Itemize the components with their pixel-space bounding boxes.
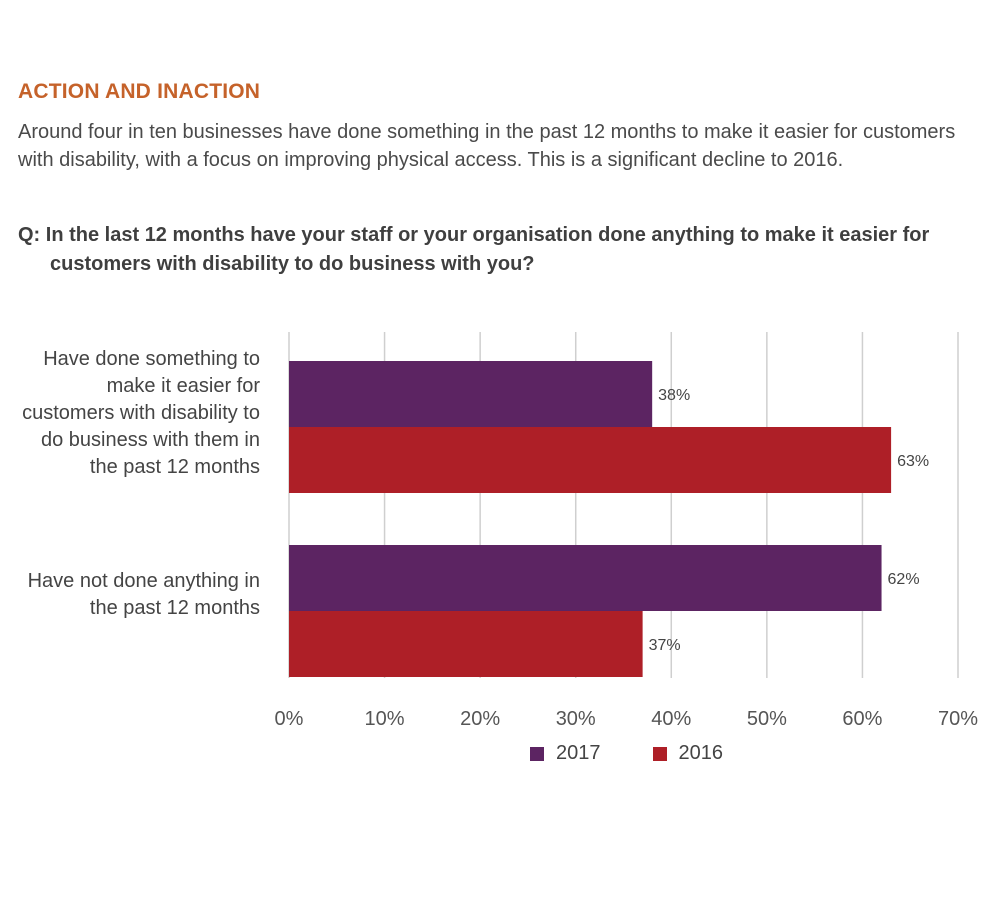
x-tick-label-6: 60%	[842, 708, 882, 730]
data-label-2016-cat1: 37%	[649, 637, 681, 654]
x-tick-label-7: 70%	[938, 708, 978, 730]
category-label-not-done: Have not done anything in the past 12 mo…	[27, 570, 260, 619]
category-label-done: Have done something to make it easier fo…	[22, 348, 260, 478]
question-prefix: Q:	[18, 224, 41, 246]
legend-label-2016: 2016	[678, 742, 724, 764]
legend-swatch-2016	[652, 746, 667, 761]
bar-2016-cat1	[289, 611, 643, 677]
x-tick-label-3: 30%	[556, 708, 596, 730]
data-label-2017-cat1: 62%	[888, 571, 920, 588]
intro-paragraph: Around four in ten businesses have done …	[18, 121, 956, 171]
section-heading: ACTION AND INACTION	[18, 80, 261, 103]
question-text: In the last 12 months have your staff or…	[45, 224, 930, 275]
legend-item-2017: 2017	[530, 742, 601, 765]
legend-item-2016: 2016	[652, 742, 724, 765]
x-tick-label-4: 40%	[651, 708, 691, 730]
bar-2016-cat0	[289, 427, 892, 493]
data-label-2016-cat0: 63%	[897, 453, 929, 470]
x-tick-label-5: 50%	[747, 708, 787, 730]
x-tick-label-2: 20%	[460, 708, 500, 730]
bar-2017-cat1	[289, 545, 882, 611]
chart-legend: 2017 2016	[530, 742, 775, 765]
data-label-2017-cat0: 38%	[658, 387, 690, 404]
x-tick-label-1: 10%	[365, 708, 405, 730]
survey-question: Q: In the last 12 months have your staff…	[18, 221, 978, 279]
legend-label-2017: 2017	[556, 742, 601, 764]
bar-chart: 0% 10% 20% 30% 40% 50% 60% 70% 38% 63% 62% 37%	[275, 332, 978, 730]
x-tick-label-0: 0%	[275, 708, 304, 730]
bar-2017-cat0	[289, 361, 653, 427]
legend-swatch-2017	[530, 746, 544, 761]
